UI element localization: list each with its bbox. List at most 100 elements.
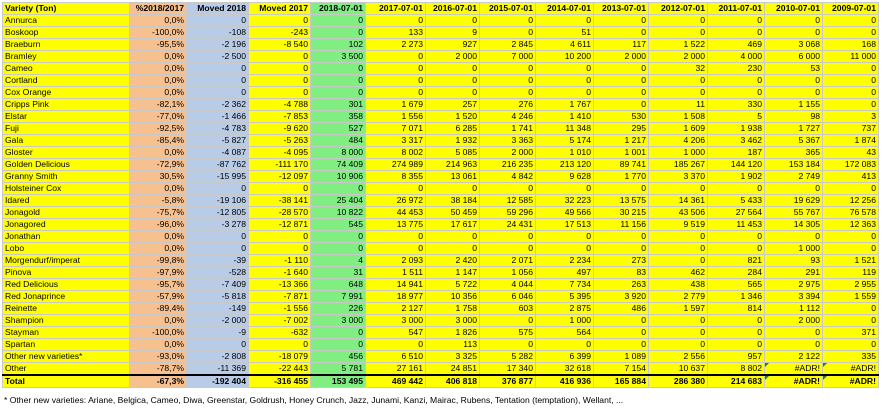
value-cell[interactable]: 527: [310, 122, 366, 135]
value-cell[interactable]: -4 783: [186, 122, 249, 135]
value-cell[interactable]: 2 000: [479, 146, 536, 159]
value-cell[interactable]: 2 122: [764, 350, 823, 363]
value-cell[interactable]: 3 462: [707, 134, 765, 147]
value-cell[interactable]: -87 762: [186, 158, 249, 171]
value-cell[interactable]: 0: [365, 242, 426, 255]
value-cell[interactable]: 2 875: [535, 302, 594, 315]
value-cell[interactable]: 814: [707, 302, 765, 315]
value-cell[interactable]: 0: [479, 230, 536, 243]
value-cell[interactable]: 603: [479, 302, 536, 315]
percent-cell[interactable]: -96,0%: [129, 218, 187, 231]
variety-cell[interactable]: Golden Delicious: [2, 158, 130, 171]
variety-cell[interactable]: Cripps Pink: [2, 98, 130, 111]
value-cell[interactable]: -15 995: [186, 170, 249, 183]
value-cell[interactable]: 2 975: [764, 278, 823, 291]
value-cell[interactable]: 0: [707, 86, 765, 99]
variety-cell[interactable]: Red Delicious: [2, 278, 130, 291]
value-cell[interactable]: 0: [822, 182, 879, 195]
value-cell[interactable]: 117: [593, 38, 649, 51]
column-header[interactable]: 2010-07-01: [764, 2, 823, 15]
value-cell[interactable]: 0: [365, 14, 426, 27]
value-cell[interactable]: 0: [425, 62, 480, 75]
value-cell[interactable]: 0: [764, 26, 823, 39]
value-cell[interactable]: 648: [310, 278, 366, 291]
value-cell[interactable]: 83: [593, 266, 649, 279]
value-cell[interactable]: -1 110: [248, 254, 311, 267]
value-cell[interactable]: 1 902: [707, 170, 765, 183]
value-cell[interactable]: 0: [764, 326, 823, 339]
value-cell[interactable]: 0: [535, 14, 594, 27]
value-cell[interactable]: 335: [822, 350, 879, 363]
variety-cell[interactable]: Elstar: [2, 110, 130, 123]
value-cell[interactable]: -22 443: [248, 362, 311, 376]
value-cell[interactable]: 0: [822, 338, 879, 351]
value-cell[interactable]: 4: [310, 254, 366, 267]
value-cell[interactable]: -19 106: [186, 194, 249, 207]
value-cell[interactable]: 2 000: [593, 50, 649, 63]
value-cell[interactable]: 0: [648, 326, 708, 339]
value-cell[interactable]: 5 085: [425, 146, 480, 159]
value-cell[interactable]: 0: [535, 338, 594, 351]
value-cell[interactable]: 0: [425, 242, 480, 255]
value-cell[interactable]: 0: [822, 62, 879, 75]
value-cell[interactable]: 0: [535, 182, 594, 195]
value-cell[interactable]: 0: [707, 26, 765, 39]
value-cell[interactable]: 0: [822, 314, 879, 327]
value-cell[interactable]: 6 510: [365, 350, 426, 363]
variety-cell[interactable]: Other: [2, 362, 130, 376]
variety-cell[interactable]: Idared: [2, 194, 130, 207]
value-cell[interactable]: 821: [707, 254, 765, 267]
value-cell[interactable]: 0: [425, 14, 480, 27]
variety-cell[interactable]: Cortland: [2, 74, 130, 87]
value-cell[interactable]: 0: [593, 14, 649, 27]
value-cell[interactable]: 8 355: [365, 170, 426, 183]
value-cell[interactable]: -7 853: [248, 110, 311, 123]
total-cell[interactable]: -67,3%: [129, 374, 187, 388]
value-cell[interactable]: -2 000: [186, 314, 249, 327]
value-cell[interactable]: 0: [186, 62, 249, 75]
value-cell[interactable]: 295: [593, 122, 649, 135]
percent-cell[interactable]: -82,1%: [129, 98, 187, 111]
value-cell[interactable]: 14 305: [764, 218, 823, 231]
value-cell[interactable]: 1 597: [648, 302, 708, 315]
value-cell[interactable]: -39: [186, 254, 249, 267]
value-cell[interactable]: 2 093: [365, 254, 426, 267]
value-cell[interactable]: 0: [248, 74, 311, 87]
value-cell[interactable]: 11: [648, 98, 708, 111]
value-cell[interactable]: -12 871: [248, 218, 311, 231]
value-cell[interactable]: 0: [365, 50, 426, 63]
value-cell[interactable]: 575: [479, 326, 536, 339]
value-cell[interactable]: 1 155: [764, 98, 823, 111]
value-cell[interactable]: 1 521: [822, 254, 879, 267]
value-cell[interactable]: 0: [248, 62, 311, 75]
percent-cell[interactable]: -5,8%: [129, 194, 187, 207]
value-cell[interactable]: 0: [764, 338, 823, 351]
variety-cell[interactable]: Spartan: [2, 338, 130, 351]
percent-cell[interactable]: 0,0%: [129, 50, 187, 63]
value-cell[interactable]: 0: [425, 182, 480, 195]
value-cell[interactable]: -111 170: [248, 158, 311, 171]
value-cell[interactable]: 2 845: [479, 38, 536, 51]
value-cell[interactable]: -7 409: [186, 278, 249, 291]
value-cell[interactable]: 153 184: [764, 158, 823, 171]
value-cell[interactable]: 0: [822, 86, 879, 99]
value-cell[interactable]: -2 500: [186, 50, 249, 63]
value-cell[interactable]: 7 154: [593, 362, 649, 376]
value-cell[interactable]: 31: [310, 266, 366, 279]
percent-cell[interactable]: -95,7%: [129, 278, 187, 291]
value-cell[interactable]: -18 079: [248, 350, 311, 363]
value-cell[interactable]: 0: [248, 230, 311, 243]
value-cell[interactable]: 230: [707, 62, 765, 75]
percent-cell[interactable]: 0,0%: [129, 74, 187, 87]
value-cell[interactable]: 413: [822, 170, 879, 183]
value-cell[interactable]: -1 466: [186, 110, 249, 123]
value-cell[interactable]: 14 941: [365, 278, 426, 291]
value-cell[interactable]: 89 741: [593, 158, 649, 171]
value-cell[interactable]: 0: [593, 86, 649, 99]
percent-cell[interactable]: -78,7%: [129, 362, 187, 376]
value-cell[interactable]: 11 453: [707, 218, 765, 231]
value-cell[interactable]: -632: [248, 326, 311, 339]
value-cell[interactable]: 2 420: [425, 254, 480, 267]
value-cell[interactable]: -5 263: [248, 134, 311, 147]
variety-cell[interactable]: Jonagold: [2, 206, 130, 219]
